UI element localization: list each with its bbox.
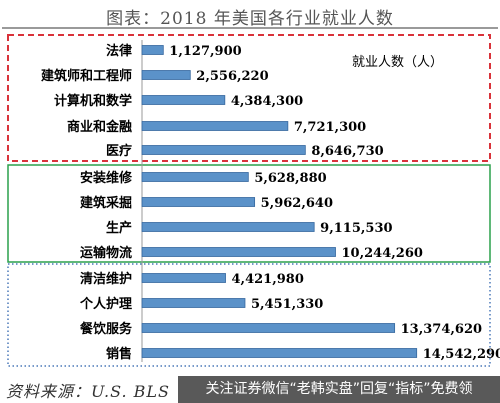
chart-title: 图表：2018 年美国各行业就业人数 <box>106 9 394 29</box>
value-label-6: 5,628,880 <box>254 171 326 186</box>
value-label-12: 13,374,620 <box>401 322 482 337</box>
value-label-1: 1,127,900 <box>169 44 241 59</box>
value-label-7: 5,962,640 <box>261 196 333 211</box>
value-label-5: 8,646,730 <box>311 144 383 159</box>
group-box-2 <box>7 164 491 263</box>
category-label-7: 建筑采掘 <box>80 195 132 211</box>
bar-5 <box>141 145 306 155</box>
value-label-8: 9,115,530 <box>320 221 392 236</box>
bar-13 <box>141 348 418 358</box>
category-label-4: 商业和金融 <box>67 119 132 135</box>
category-label-8: 生产 <box>106 220 132 236</box>
bar-7 <box>141 197 256 207</box>
bar-10 <box>141 273 226 283</box>
bar-8 <box>141 222 315 232</box>
bar-6 <box>141 172 249 182</box>
group-box-1 <box>7 34 491 162</box>
category-label-5: 医疗 <box>106 143 132 159</box>
category-label-12: 餐饮服务 <box>79 321 133 337</box>
category-label-2: 建筑师和工程师 <box>41 68 132 84</box>
legend-label: 就业人数（人） <box>352 55 443 70</box>
watermark-banner: 关注证券微信“老韩实盘”回复“指标”免费领 <box>178 376 500 403</box>
bar-3 <box>141 95 226 105</box>
category-label-6: 安装维修 <box>80 170 133 186</box>
value-label-13: 14,542,290 <box>423 347 500 362</box>
source-note: 资料来源：U.S. BLS <box>6 382 171 401</box>
group-box-3 <box>7 263 491 367</box>
bar-12 <box>141 323 396 333</box>
bar-1 <box>141 45 164 55</box>
title-rule <box>2 27 498 29</box>
category-label-10: 清洁维护 <box>80 271 132 287</box>
value-label-9: 10,244,260 <box>342 246 423 261</box>
bar-11 <box>141 298 246 308</box>
value-label-2: 2,556,220 <box>196 69 268 84</box>
category-label-13: 销售 <box>106 346 132 362</box>
value-label-4: 7,721,300 <box>294 120 366 135</box>
value-label-11: 5,451,330 <box>251 297 323 312</box>
bar-2 <box>141 70 191 80</box>
bar-4 <box>141 121 289 131</box>
category-label-1: 法律 <box>106 43 132 59</box>
category-label-3: 计算机和数学 <box>54 93 132 109</box>
value-label-10: 4,421,980 <box>232 272 304 287</box>
category-label-9: 运输物流 <box>80 245 132 261</box>
category-label-11: 个人护理 <box>79 296 132 312</box>
bar-9 <box>141 247 336 257</box>
value-label-3: 4,384,300 <box>231 94 303 109</box>
